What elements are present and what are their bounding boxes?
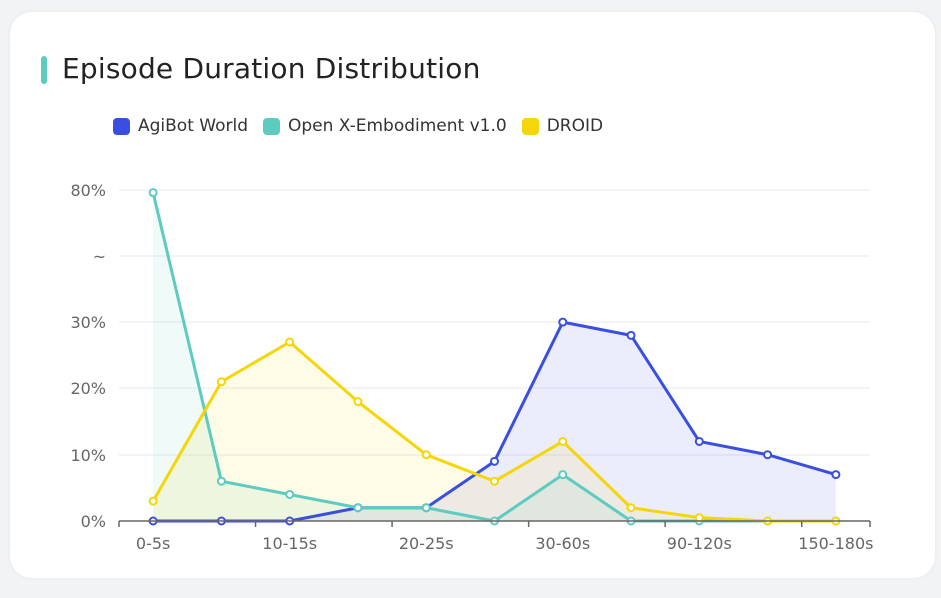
data-point bbox=[490, 456, 499, 466]
x-tick-label: 0-5s bbox=[136, 534, 170, 553]
x-tick-label: 20-25s bbox=[399, 534, 454, 553]
y-tick-label: 80% bbox=[70, 181, 106, 200]
data-point bbox=[763, 450, 773, 460]
legend-swatch bbox=[113, 117, 130, 135]
data-point bbox=[626, 330, 636, 340]
x-tick-label: 90-120s bbox=[667, 534, 732, 553]
data-point bbox=[353, 397, 363, 407]
legend: AgiBot World Open X-Embodiment v1.0 DROI… bbox=[113, 116, 618, 136]
data-point bbox=[831, 470, 841, 480]
y-tick-label: ~ bbox=[93, 247, 106, 266]
chart-title: Episode Duration Distribution bbox=[62, 52, 481, 85]
data-point bbox=[285, 489, 295, 499]
series-area bbox=[153, 192, 836, 521]
x-tick-label: 10-15s bbox=[262, 534, 317, 553]
data-point bbox=[626, 503, 636, 513]
data-point bbox=[490, 476, 499, 486]
data-point bbox=[148, 188, 158, 198]
data-point bbox=[694, 436, 704, 446]
legend-swatch bbox=[263, 117, 280, 135]
y-tick-label: 30% bbox=[70, 313, 106, 332]
x-tick-label: 150-180s bbox=[798, 534, 873, 553]
x-tick-label: 30-60s bbox=[535, 534, 590, 553]
data-point bbox=[694, 513, 704, 523]
series-area bbox=[153, 322, 836, 521]
legend-item-oxe[interactable]: Open X-Embodiment v1.0 bbox=[263, 116, 507, 136]
legend-label: AgiBot World bbox=[138, 116, 248, 136]
data-point bbox=[216, 377, 226, 387]
data-point bbox=[285, 337, 295, 347]
legend-label: DROID bbox=[546, 116, 604, 136]
data-point bbox=[558, 317, 568, 327]
data-point bbox=[421, 503, 431, 513]
legend-item-droid[interactable]: DROID bbox=[521, 116, 604, 136]
y-tick-label: 10% bbox=[70, 446, 106, 465]
data-point bbox=[558, 470, 568, 480]
title-accent-bar bbox=[41, 56, 47, 84]
data-point bbox=[558, 436, 568, 446]
legend-label: Open X-Embodiment v1.0 bbox=[288, 116, 507, 136]
legend-swatch bbox=[521, 117, 539, 135]
legend-item-agibot[interactable]: AgiBot World bbox=[113, 116, 248, 136]
data-point bbox=[148, 496, 158, 506]
y-tick-label: 0% bbox=[81, 512, 106, 531]
data-point bbox=[216, 476, 226, 486]
series-area bbox=[153, 341, 836, 521]
data-point bbox=[421, 450, 431, 460]
y-tick-label: 20% bbox=[70, 379, 106, 398]
data-point bbox=[353, 503, 363, 513]
